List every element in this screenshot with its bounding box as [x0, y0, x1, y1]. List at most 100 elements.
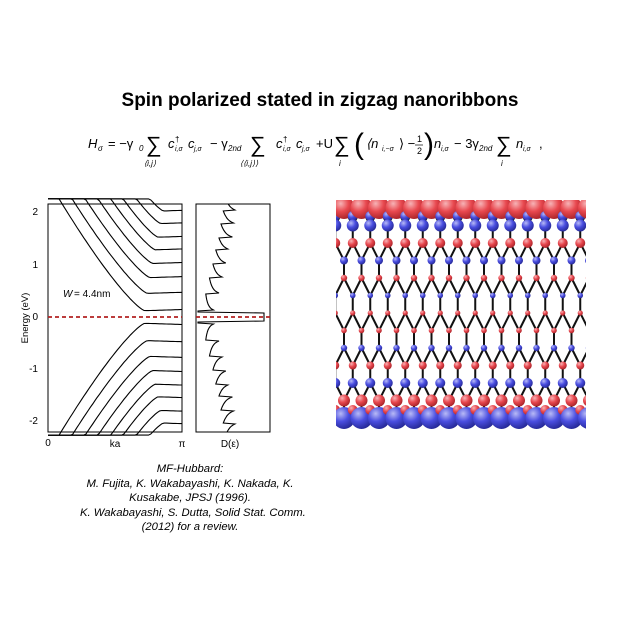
- lattice-bond: [378, 312, 389, 331]
- spin-density-atom: [542, 310, 548, 316]
- spin-density-atom: [542, 292, 549, 299]
- band-line: [48, 422, 182, 436]
- spin-density-atom: [506, 361, 515, 370]
- lattice-bond: [526, 277, 538, 296]
- spin-density-atom: [425, 394, 438, 407]
- spin-density-atom: [505, 238, 516, 248]
- width-label-value: = 4.4nm: [74, 289, 110, 300]
- y-tick-neg2: -2: [29, 416, 38, 427]
- spin-density-atom: [445, 256, 453, 265]
- lattice-bond: [465, 312, 477, 331]
- spin-density-atom: [550, 256, 558, 265]
- spin-density-atom: [436, 361, 445, 370]
- spin-density-atom: [382, 378, 393, 388]
- eq-half-num: 1: [417, 134, 422, 144]
- lattice-bond: [439, 277, 450, 296]
- lattice-bond: [553, 312, 564, 331]
- lattice-bond: [336, 312, 345, 331]
- spin-density-atom: [498, 327, 505, 334]
- spin-density-atom: [336, 238, 341, 248]
- eq-rangle: ⟩ −: [399, 136, 415, 151]
- lattice-bond: [483, 277, 494, 296]
- spin-density-atom: [340, 256, 348, 265]
- spin-density-atom: [381, 219, 394, 232]
- eq-op-sub-2: j,σ: [193, 146, 203, 153]
- spin-density-atom: [515, 274, 523, 282]
- y-tick-neg1: -1: [29, 364, 38, 375]
- band-line: [48, 322, 183, 436]
- spin-density-atom: [507, 292, 514, 299]
- spin-density-atom: [454, 292, 461, 299]
- eq-term3-density-sub: i,−σ: [382, 146, 395, 153]
- spin-density-atom: [358, 274, 365, 282]
- band-plot-frame: [47, 203, 183, 433]
- dos-plot: D(ε): [195, 203, 271, 450]
- spin-density-atom: [336, 361, 340, 370]
- eq-term2-coef-sub: 2nd: [227, 144, 242, 153]
- spin-density-atom: [540, 238, 551, 248]
- spin-density-atom: [385, 310, 391, 316]
- spin-density-atom: [419, 292, 426, 299]
- spin-density-atom: [364, 219, 377, 232]
- spin-density-atom: [515, 256, 523, 265]
- spin-density-atom: [402, 310, 408, 316]
- spin-density-atom: [480, 256, 488, 265]
- spin-density-atom: [336, 292, 339, 299]
- x-axis-label: ka: [110, 439, 121, 450]
- spin-density-atom: [452, 378, 463, 388]
- dos-x-label: D(ε): [221, 439, 239, 450]
- spin-density-atom: [445, 274, 453, 282]
- eq-term3-n-sub: i,σ: [441, 146, 450, 153]
- spin-density-atom: [341, 327, 347, 334]
- eq-op-sub-4: j,σ: [301, 146, 311, 153]
- lattice-bond: [430, 312, 442, 331]
- lattice-bond: [535, 277, 547, 296]
- lattice-bond: [483, 312, 494, 331]
- spin-density-atom: [445, 344, 453, 352]
- spin-density-atom: [489, 292, 496, 299]
- lattice-bond: [395, 277, 407, 296]
- lattice-bond: [343, 277, 354, 296]
- spin-density-atom: [417, 238, 428, 248]
- spin-density-atom: [497, 256, 506, 265]
- spin-density-atom: [393, 327, 400, 334]
- spin-density-atom: [578, 200, 586, 219]
- lattice-bond: [535, 312, 547, 331]
- spin-density-atom: [336, 378, 341, 388]
- lattice-bond: [526, 312, 538, 331]
- spin-density-atom: [375, 344, 383, 352]
- spin-density-atom: [577, 292, 584, 299]
- eq-term3-index: i: [339, 159, 341, 168]
- spin-density-atom: [358, 327, 365, 334]
- spin-density-atom: [347, 378, 358, 388]
- band-line: [48, 383, 182, 436]
- eq-dagger-1: †: [175, 135, 179, 144]
- eq-op-sub-1: i,σ: [175, 146, 184, 153]
- spin-density-atom: [462, 256, 471, 265]
- spin-density-atom: [523, 361, 532, 370]
- spin-density-atom: [453, 361, 462, 370]
- eq-term4-n: n: [516, 136, 523, 151]
- spin-density-atom: [336, 310, 338, 316]
- lattice-bond: [553, 277, 564, 296]
- spin-density-atom: [358, 344, 365, 352]
- eq-lhs-sub: σ: [98, 144, 104, 153]
- spin-density-atom: [568, 344, 575, 352]
- lattice-atoms: [336, 200, 586, 429]
- spin-density-atom: [410, 344, 418, 352]
- lattice-bond: [579, 312, 586, 327]
- spin-density-atom: [541, 361, 550, 370]
- spin-density-atom: [472, 292, 479, 299]
- spin-density-atom: [574, 219, 586, 232]
- spin-density-atom: [410, 256, 418, 265]
- eq-sum-1: ∑: [146, 132, 162, 157]
- spin-density-atom: [367, 310, 373, 316]
- spin-density-atom: [480, 344, 488, 352]
- spin-density-atom: [357, 256, 366, 265]
- spin-density-atom: [365, 238, 376, 248]
- spin-density-atom: [402, 292, 409, 299]
- eq-dagger-2: †: [283, 135, 287, 144]
- band-curves: [48, 198, 183, 436]
- spin-density-atom: [463, 327, 470, 334]
- spin-density-atom: [495, 394, 508, 407]
